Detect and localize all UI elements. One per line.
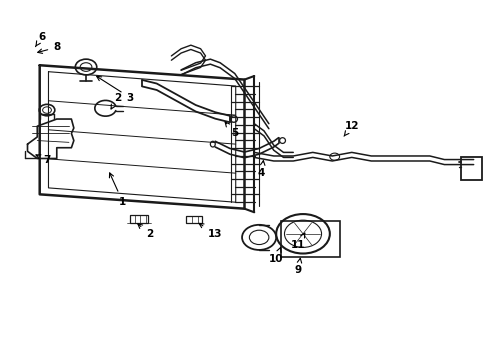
Text: 6: 6 (36, 32, 46, 47)
Bar (130, 215, 148, 223)
Text: 4: 4 (257, 161, 264, 178)
Text: 10: 10 (268, 247, 283, 264)
Text: 11: 11 (290, 233, 305, 249)
Text: 2: 2 (138, 224, 153, 239)
Bar (461, 157, 481, 180)
Text: 3: 3 (97, 76, 133, 103)
Text: 1: 1 (109, 173, 126, 207)
Bar (185, 216, 201, 223)
Text: 8: 8 (38, 42, 61, 53)
Text: 5: 5 (224, 122, 238, 138)
Text: 7: 7 (36, 155, 51, 165)
Text: 12: 12 (343, 121, 358, 136)
Bar (281, 221, 339, 257)
Text: 9: 9 (294, 258, 301, 275)
Text: 2: 2 (111, 93, 121, 109)
Text: 13: 13 (199, 224, 222, 239)
